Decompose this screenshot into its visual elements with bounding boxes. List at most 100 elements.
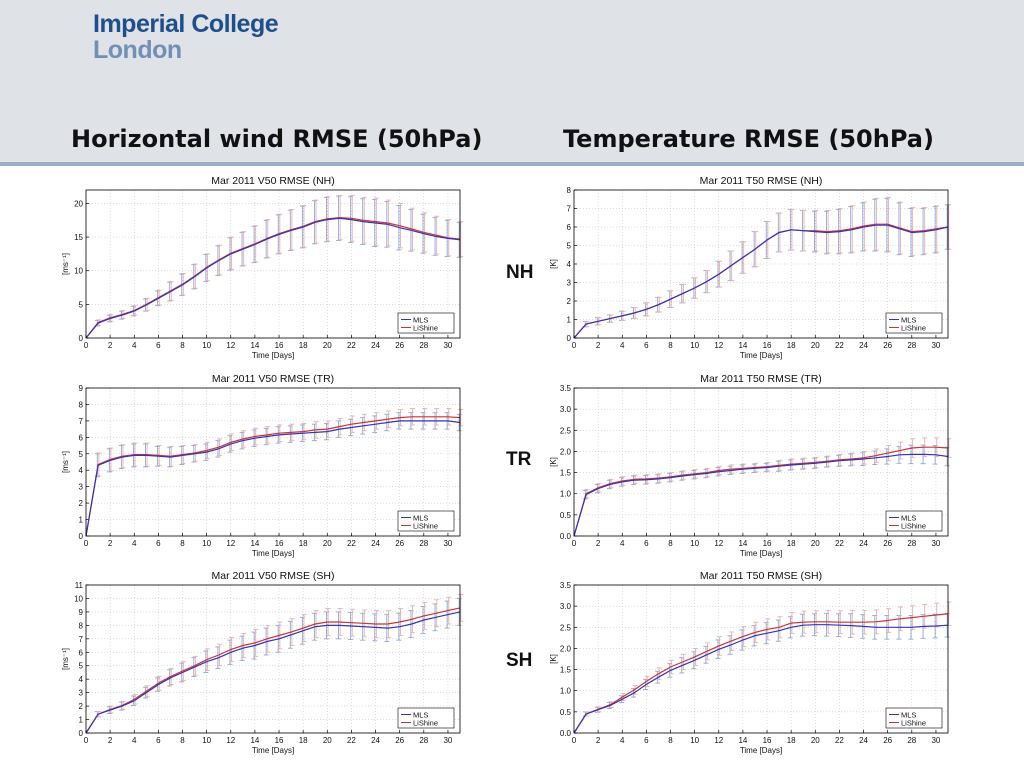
y-tick-label: 3.5 [560,581,572,590]
x-tick-label: 16 [275,539,284,548]
legend-label: MLS [901,514,916,523]
x-tick-label: 22 [347,736,356,745]
x-axis-label: Time [Days] [740,746,782,755]
y-tick-label: 0.0 [560,729,572,738]
y-tick-label: 3 [567,279,572,288]
x-tick-label: 18 [299,341,308,350]
plot-frame [573,387,949,537]
chart-svg: Mar 2011 V50 RMSE (NH)0 2 4 6 8 10 12 14 16 18 20 2… [61,175,464,360]
series-line-mls [85,420,461,537]
x-tick-label: 30 [931,539,940,548]
chart-svg: Mar 2011 T50 RMSE (SH)0 2 4 6 8 10 12 14 16 18 20 2… [549,570,952,755]
x-tick-label: 16 [763,341,772,350]
x-tick-label: 12 [226,539,235,548]
x-tick-label: 4 [132,539,137,548]
chart-title: Mar 2011 V50 RMSE (TR) [212,373,334,385]
chart-wind-sh: Mar 2011 V50 RMSE (SH) 0 2 4 6 8 10 12 14 16 18 20 2… [60,567,480,759]
legend-box [397,510,455,532]
y-tick-label: 4 [567,260,572,269]
x-tick-label: 2 [596,736,601,745]
y-axis-label: [K] [549,259,558,269]
x-tick-label: 18 [787,736,796,745]
x-tick-label: 10 [690,539,699,548]
y-tick-label: 0 [79,729,84,738]
plot-area [86,190,460,338]
x-tick-label: 18 [299,539,308,548]
legend-box [397,312,455,334]
legend-label: LiShine [901,522,926,531]
x-tick-label: 6 [644,736,649,745]
x-tick-label: 20 [811,341,820,350]
chart-temperature-tr: Mar 2011 T50 RMSE (TR) 0 2 4 6 8 10 12 14 16 18 20 2… [548,370,968,562]
x-tick-label: 0 [572,341,577,350]
x-tick-label: 8 [668,539,673,548]
y-tick-label: 1 [567,316,572,325]
region-label-tr: TR [506,449,532,470]
y-tick-label: 0.0 [560,532,572,541]
y-tick-label: 7 [79,417,84,426]
x-axis-label: Time [Days] [740,549,782,558]
y-tick-label: 1.5 [560,666,572,675]
y-tick-label: 6 [79,648,84,657]
x-tick-label: 4 [132,341,137,350]
chart-svg: Mar 2011 V50 RMSE (TR)0 2 4 6 8 10 12 14 16 18 20 2… [61,373,464,558]
legend-box [397,707,455,729]
x-axis-label: Time [Days] [252,746,294,755]
y-tick-label: 1.5 [560,469,572,478]
x-tick-label: 24 [371,736,380,745]
y-tick-label: 5 [567,242,572,251]
x-tick-label: 20 [811,539,820,548]
x-tick-label: 30 [443,539,452,548]
y-tick-label: 8 [79,621,84,630]
x-tick-label: 10 [690,341,699,350]
y-tick-label: 8 [79,400,84,409]
x-tick-label: 30 [931,341,940,350]
chart-title: Mar 2011 V50 RMSE (SH) [212,570,335,582]
legend-box [885,510,943,532]
legend-label: MLS [413,711,428,720]
y-tick-label: 1 [79,516,84,525]
y-tick-label: 0 [79,532,84,541]
x-tick-label: 14 [250,539,259,548]
y-tick-label: 1 [79,716,84,725]
x-tick-label: 0 [84,736,89,745]
x-tick-label: 26 [883,539,892,548]
y-tick-label: 2 [567,297,572,306]
plot-frame [85,189,461,339]
y-tick-label: 1.0 [560,687,572,696]
x-tick-label: 18 [787,539,796,548]
series-line-mls [573,453,949,537]
y-axis-label: [K] [549,654,558,664]
x-tick-label: 20 [811,736,820,745]
x-tick-label: 30 [443,736,452,745]
y-tick-label: 20 [74,199,83,208]
plot-area [86,585,460,733]
legend-label: LiShine [901,324,926,333]
y-tick-label: 10 [74,267,83,276]
x-axis-label: Time [Days] [252,351,294,360]
x-tick-label: 22 [347,539,356,548]
x-tick-label: 16 [763,736,772,745]
y-tick-label: 2.0 [560,644,572,653]
logo-text-imperial-college: Imperial College [93,10,279,38]
x-tick-label: 0 [572,539,577,548]
legend-label: MLS [901,316,916,325]
x-tick-label: 24 [859,341,868,350]
chart-title: Mar 2011 T50 RMSE (TR) [700,373,822,385]
x-tick-label: 0 [84,341,89,350]
chart-temperature-sh: Mar 2011 T50 RMSE (SH) 0 2 4 6 8 10 12 14 16 18 20 2… [548,567,968,759]
x-tick-label: 2 [596,341,601,350]
y-tick-label: 0 [79,334,84,343]
chart-wind-nh: Mar 2011 V50 RMSE (NH) 0 2 4 6 8 10 12 14 16 18 20 2… [60,172,480,364]
chart-temperature-nh: Mar 2011 T50 RMSE (NH) 0 2 4 6 8 10 12 14 16 18 20 2… [548,172,968,364]
x-tick-label: 2 [108,539,113,548]
x-tick-label: 14 [250,736,259,745]
x-tick-label: 2 [108,736,113,745]
legend-label: MLS [901,711,916,720]
x-tick-label: 16 [275,736,284,745]
x-tick-label: 8 [668,341,673,350]
x-tick-label: 12 [714,341,723,350]
y-tick-label: 2.0 [560,447,572,456]
x-tick-label: 10 [202,736,211,745]
y-tick-label: 2.5 [560,623,572,632]
